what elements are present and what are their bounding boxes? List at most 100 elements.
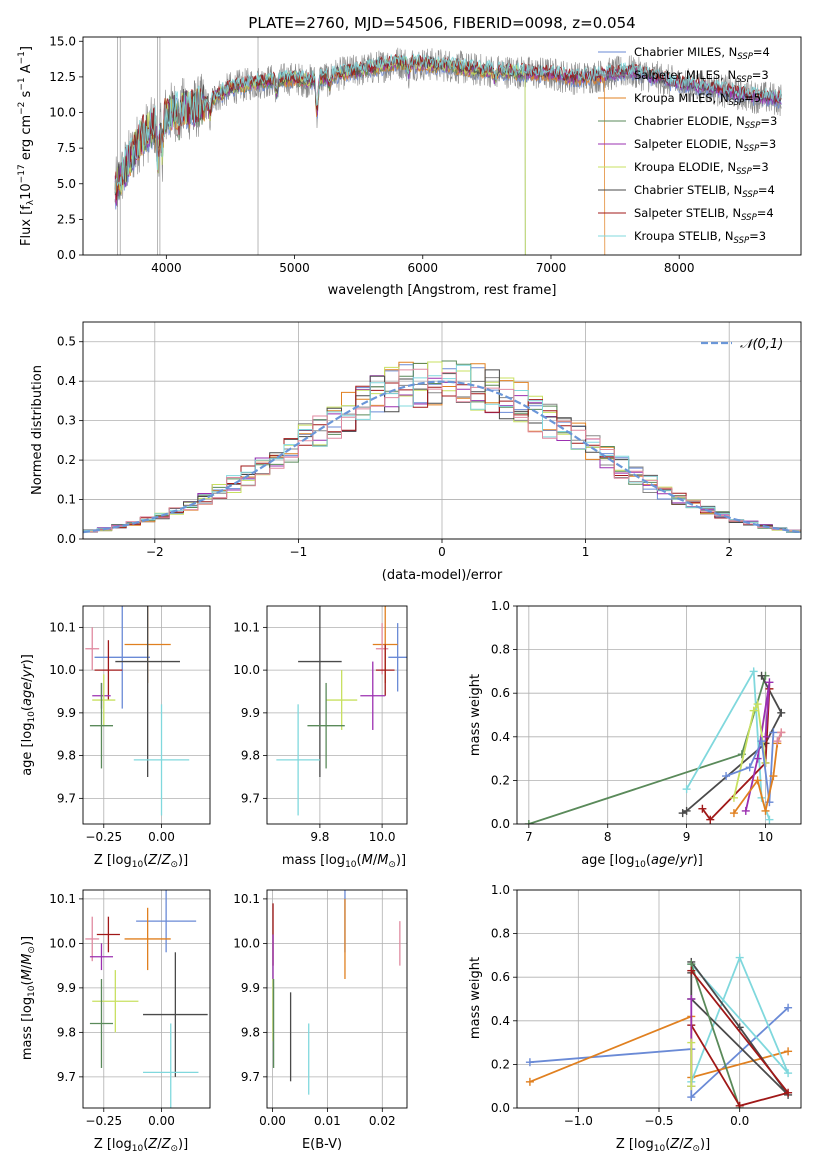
weight-marker [784, 1069, 793, 1078]
weight-marker [524, 820, 533, 824]
x-tick-label: 10 [758, 830, 773, 844]
weight-marker [757, 671, 766, 680]
errorbar-point [388, 623, 407, 692]
plot-area [83, 360, 801, 539]
y-tick-label: 0.0 [491, 1101, 510, 1115]
mass-age-xlabel: mass [log10(M/M⊙)] [282, 853, 406, 870]
x-tick-label: 9.8 [310, 830, 329, 844]
z-weight-ylabel: mass weight [468, 957, 483, 1039]
x-tick-label: 1 [582, 545, 590, 559]
weight-series-line [733, 701, 767, 798]
y-tick-label: 0.3 [57, 414, 76, 428]
z-vs-weight-panel: Z [log10(Z/Z⊙)] mass weight −1.0 −0.5 0.0 0… [468, 883, 802, 1154]
y-tick-label: 9.9 [241, 706, 260, 720]
x-tick-label: 7 [525, 830, 533, 844]
plot-area [525, 953, 793, 1108]
axes-frame [82, 36, 802, 256]
weight-marker [765, 678, 774, 687]
x-tick-label: −1 [290, 545, 308, 559]
y-tick-label: 0.8 [491, 643, 510, 657]
y-tick-label: 15.0 [49, 34, 76, 48]
y-tick-label: 0.0 [57, 248, 76, 262]
y-tick-label: 10.1 [49, 620, 76, 634]
weight-marker [745, 763, 754, 772]
x-tick-label: 6000 [407, 261, 438, 275]
y-tick-label: 0.2 [491, 1057, 510, 1071]
plot-area [114, 37, 782, 255]
weight-marker [698, 804, 707, 813]
errorbar-point [143, 1023, 199, 1108]
errorbar-point [85, 916, 100, 962]
x-tick-label: 7000 [536, 261, 567, 275]
plot-area [276, 606, 407, 816]
x-tick-label: 2 [725, 545, 733, 559]
age-vs-weight-panel: age [log10(age/yr)] mass weight 7 8 9 10 0.0… [468, 599, 802, 870]
y-tick-label: 2.5 [57, 212, 76, 226]
x-tick-label: 0.00 [148, 830, 175, 844]
weight-marker [769, 772, 778, 781]
y-tick-label: 9.9 [57, 981, 76, 995]
axes-frame [516, 605, 802, 825]
errorbar-point [133, 704, 190, 816]
x-tick-label: 10.0 [369, 830, 396, 844]
errorbar-point [326, 670, 358, 730]
weight-marker [753, 700, 762, 709]
errorbar-point [124, 907, 171, 971]
z-mass-ylabel: mass [log10(M/M⊙)] [20, 936, 37, 1060]
spectrum-panel: PLATE=2760, MJD=54506, FIBERID=0098, z=0… [17, 14, 802, 298]
errorbar-point [89, 943, 114, 971]
weight-marker [765, 815, 774, 824]
weight-marker [706, 815, 715, 824]
age-weight-xlabel: age [log10(age/yr)] [581, 853, 703, 870]
weight-marker [687, 995, 696, 1003]
weight-marker [777, 708, 786, 717]
weight-series-line [744, 682, 771, 812]
y-tick-label: 12.5 [49, 70, 76, 84]
errorbar-point [89, 978, 114, 1068]
axes-frame [516, 889, 802, 1109]
x-tick-label: 0.02 [369, 1114, 396, 1128]
axes-frame [82, 605, 211, 825]
weight-series-line [690, 970, 790, 1107]
y-tick-label: 0.0 [491, 817, 510, 831]
y-tick-label: 10.1 [233, 620, 260, 634]
x-tick-label: −2 [146, 545, 164, 559]
axes-frame [82, 321, 802, 540]
x-tick-label: 0.0 [730, 1114, 749, 1128]
weight-marker [682, 785, 691, 794]
weight-marker [749, 706, 758, 715]
weight-marker [757, 737, 766, 746]
ebv-mass-xlabel: E(B-V) [302, 1137, 342, 1152]
weight-marker [761, 806, 770, 815]
y-tick-label: 9.8 [241, 749, 260, 763]
y-tick-label: 0.4 [57, 374, 76, 388]
weight-marker [525, 1077, 534, 1086]
weight-marker [749, 667, 758, 676]
errorbar-point [94, 640, 123, 701]
plot-area [272, 890, 401, 1095]
x-tick-label: 0.01 [314, 1114, 341, 1128]
weight-marker [741, 806, 750, 815]
spectrum-model-line [114, 52, 782, 194]
ebv-vs-mass-panel: E(B-V) 0.00 0.01 0.02 9.7 9.8 9.9 10.0 10.1 [233, 889, 408, 1152]
y-tick-label: 0.5 [57, 335, 76, 349]
weight-marker [729, 793, 738, 802]
y-tick-label: 10.0 [233, 936, 260, 950]
axes-frame [266, 889, 408, 1109]
legend-label: Kroupa MILES, NSSP=5 [634, 91, 761, 108]
weight-marker [722, 772, 731, 781]
normal-curve [83, 380, 801, 534]
weight-marker [687, 966, 696, 975]
weight-marker [784, 1088, 793, 1097]
x-tick-label: 5000 [279, 261, 310, 275]
y-tick-label: 0.4 [491, 730, 510, 744]
errorbar-point [89, 682, 114, 769]
weight-marker [729, 809, 738, 818]
y-tick-label: 0.6 [491, 686, 510, 700]
y-tick-label: 10.1 [233, 892, 260, 906]
residuals-ylabel: Normed distribution [30, 365, 45, 495]
x-tick-label: 0.00 [259, 1114, 286, 1128]
y-tick-label: 10.0 [49, 106, 76, 120]
y-tick-label: 1.0 [491, 599, 510, 613]
y-tick-label: 0.6 [491, 970, 510, 984]
